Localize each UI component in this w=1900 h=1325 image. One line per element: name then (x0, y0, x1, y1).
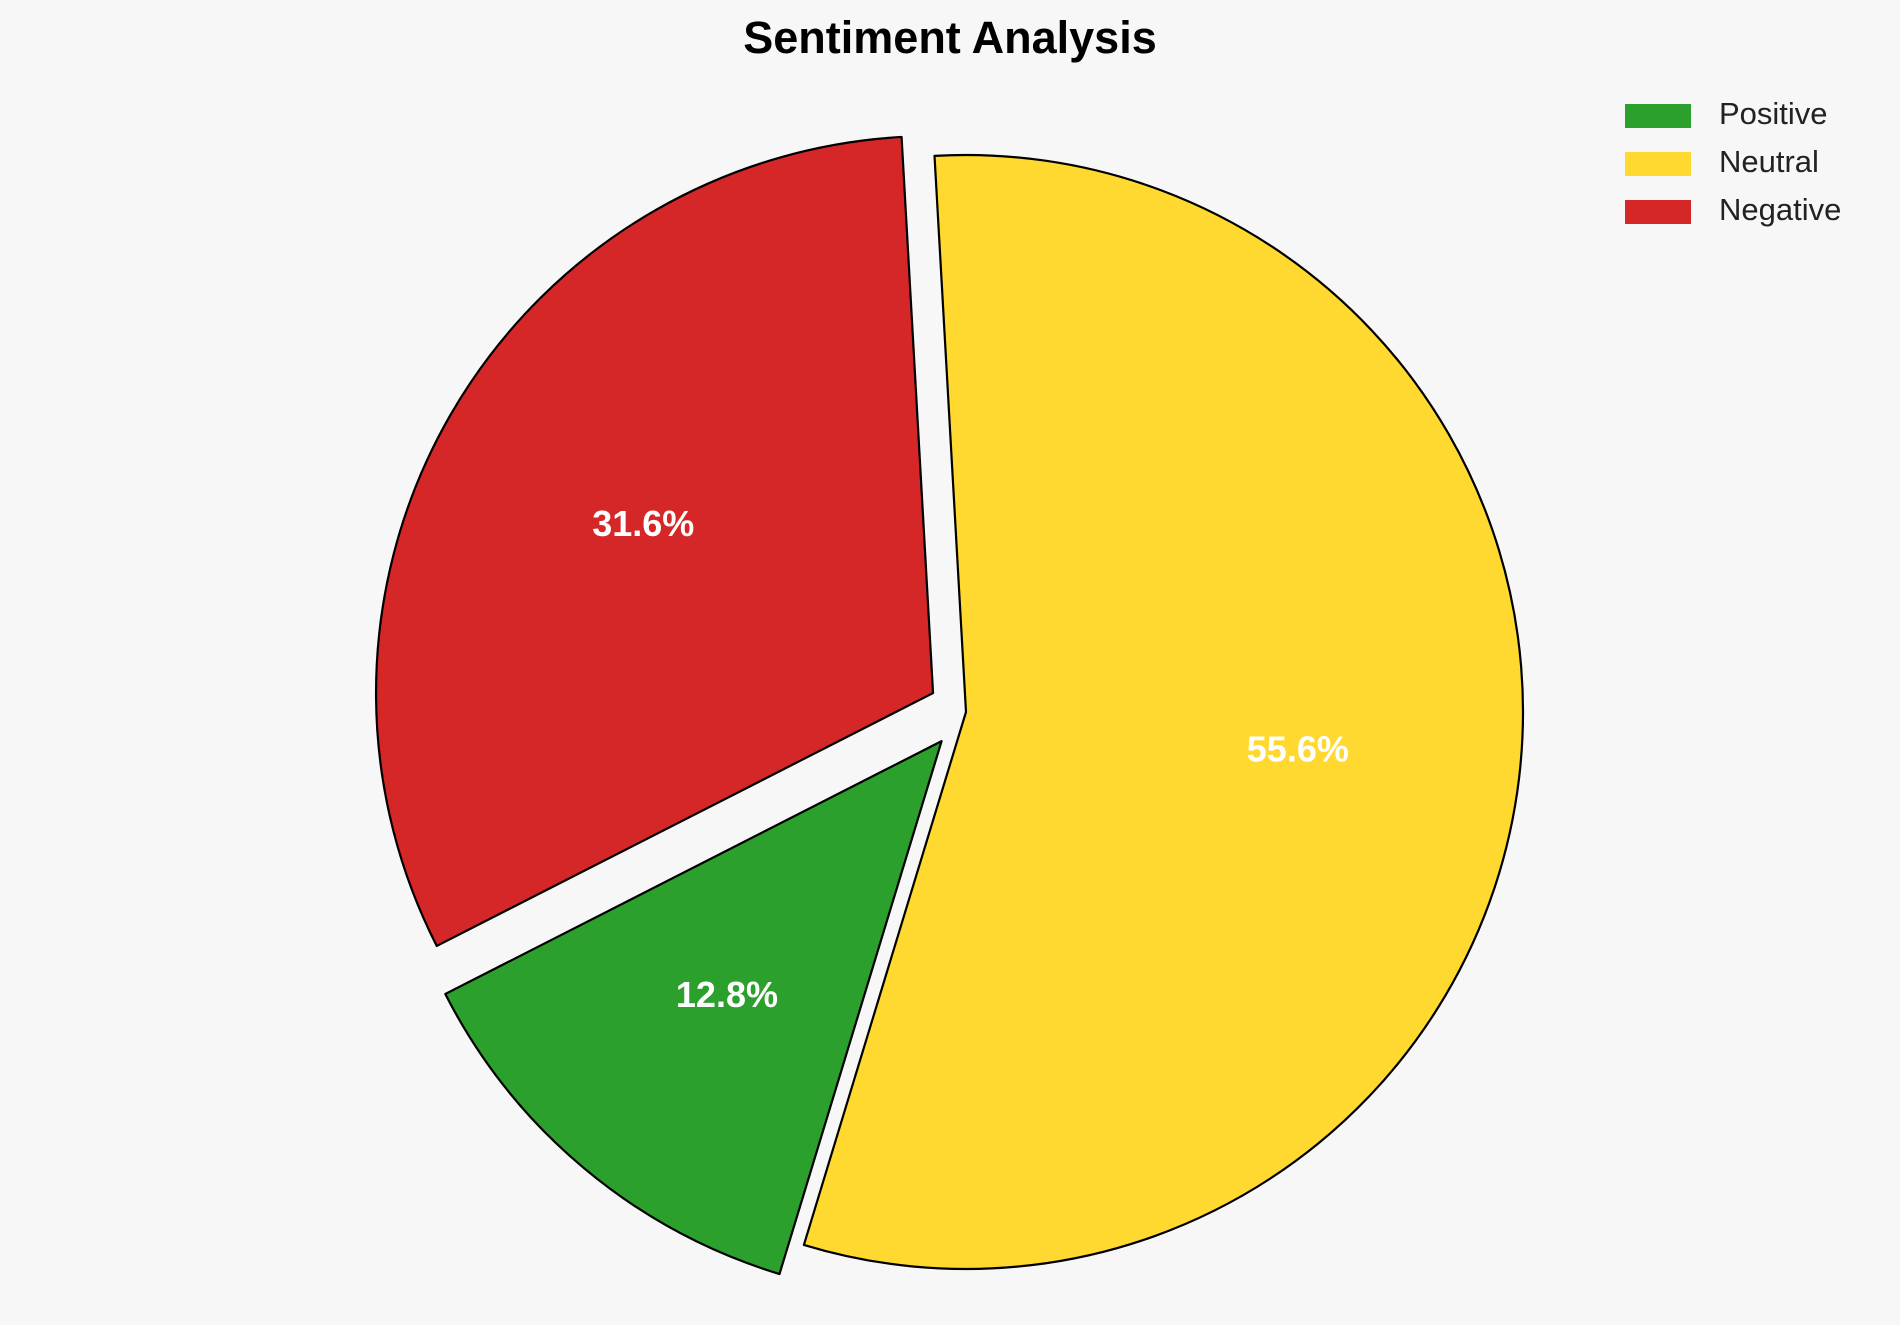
legend-label-positive: Positive (1719, 96, 1828, 131)
pie-slice-labels: 12.8% 55.6% 31.6% (592, 503, 1349, 1015)
chart-title: Sentiment Analysis (743, 12, 1156, 63)
slice-label-neutral: 55.6% (1247, 728, 1349, 769)
pie-slice-negative (375, 135, 935, 948)
legend: Positive Neutral Negative (1625, 96, 1841, 227)
slice-label-positive: 12.8% (676, 974, 778, 1015)
legend-label-neutral: Neutral (1719, 144, 1819, 179)
pie-slice-positive (444, 740, 943, 1276)
pie-slices (375, 135, 1525, 1276)
slice-label-negative: 31.6% (592, 503, 694, 544)
pie-slice-neutral (802, 153, 1525, 1271)
legend-label-negative: Negative (1719, 192, 1841, 227)
legend-swatch-positive (1625, 104, 1691, 128)
legend-swatch-negative (1625, 200, 1691, 224)
legend-swatch-neutral (1625, 152, 1691, 176)
